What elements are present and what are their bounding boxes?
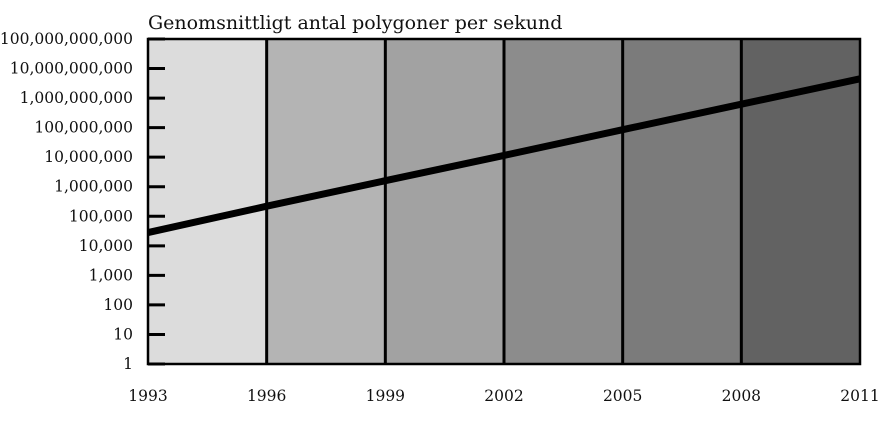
y-tick-label: 1,000,000,000 <box>20 89 133 107</box>
x-tick-label: 2005 <box>603 387 642 405</box>
y-tick-label: 10 <box>113 325 133 343</box>
y-tick-label: 100 <box>103 296 133 314</box>
y-tick-label: 1,000,000 <box>54 178 133 196</box>
era-band-5 <box>741 39 860 364</box>
y-tick-label: 100,000 <box>69 207 133 225</box>
x-tick-label: 1993 <box>128 387 167 405</box>
y-tick-label: 1 <box>123 355 133 373</box>
era-band-2 <box>385 39 504 364</box>
x-tick-label: 1996 <box>247 387 286 405</box>
y-tick-label: 1,000 <box>89 266 133 284</box>
x-tick-label: 2002 <box>484 387 523 405</box>
y-tick-label: 100,000,000,000 <box>0 30 133 48</box>
era-bands <box>148 39 860 364</box>
y-tick-labels: 1 10 100 1,000 10,000 100,000 1,000,000 10,000,… <box>0 30 133 373</box>
x-tick-label: 2008 <box>722 387 761 405</box>
era-band-3 <box>504 39 623 364</box>
x-tick-labels: 1993 1996 1999 2002 2005 2008 2011 <box>128 387 879 405</box>
y-tick-label: 10,000,000,000 <box>10 60 133 78</box>
era-band-0 <box>148 39 267 364</box>
y-tick-marks <box>148 37 165 366</box>
series-line-0 <box>147 75 861 237</box>
y-tick-label: 10,000 <box>79 237 133 255</box>
plot-frame <box>146 37 862 366</box>
chart-title: Genomsnittligt antal polygoner per sekun… <box>148 12 562 34</box>
era-band-4 <box>622 39 742 364</box>
x-tick-label: 1999 <box>366 387 405 405</box>
x-tick-label: 2011 <box>840 387 879 405</box>
y-tick-label: 100,000,000 <box>34 119 133 137</box>
y-tick-label: 10,000,000 <box>44 148 133 166</box>
series-group <box>147 75 861 237</box>
